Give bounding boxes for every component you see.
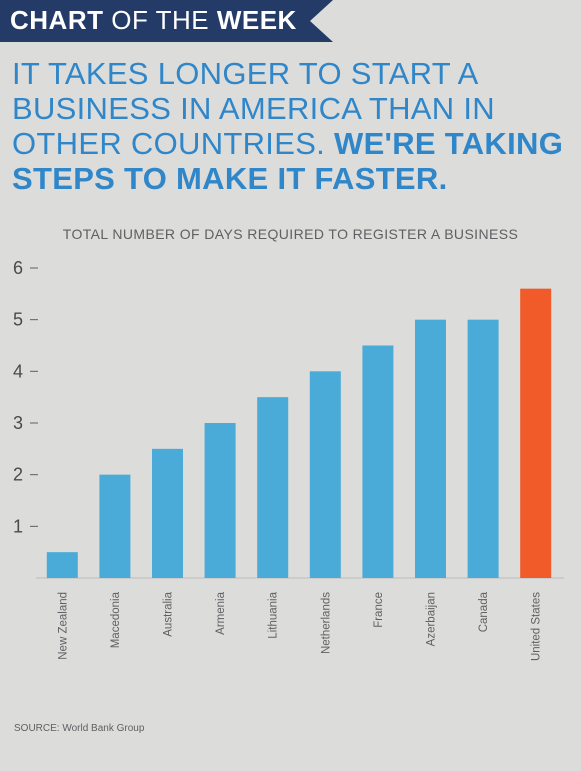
y-tick-label: 6 bbox=[13, 258, 23, 278]
x-category-label: Azerbaijan bbox=[426, 592, 438, 646]
bar-lithuania bbox=[257, 397, 289, 578]
y-tick-label: 1 bbox=[13, 516, 23, 536]
x-category-label: Armenia bbox=[215, 591, 227, 634]
banner-word-week: WEEK bbox=[216, 5, 297, 35]
x-category-label: Macedonia bbox=[110, 591, 122, 648]
headline-bold: WE'RE TAKING STEPS TO MAKE IT FASTER. bbox=[12, 126, 564, 196]
bar-canada bbox=[467, 319, 499, 578]
banner-ribbon bbox=[0, 0, 333, 42]
x-category-label: Netherlands bbox=[320, 592, 332, 654]
bar-australia bbox=[152, 448, 183, 578]
chart-title: TOTAL NUMBER OF DAYS REQUIRED TO REGISTE… bbox=[62, 226, 519, 242]
banner-word-of-the: OF THE bbox=[103, 5, 217, 35]
banner-title: CHART OF THE WEEK bbox=[10, 5, 297, 36]
bar-macedonia bbox=[99, 474, 131, 578]
x-category-label: Lithuania bbox=[268, 591, 280, 638]
y-tick-label: 2 bbox=[13, 465, 23, 485]
source-note: SOURCE: World Bank Group bbox=[14, 723, 145, 734]
x-category-label: Canada bbox=[478, 591, 490, 632]
x-category-label: Australia bbox=[163, 591, 175, 636]
headline: IT TAKES LONGER TO START A BUSINESS IN A… bbox=[12, 56, 572, 196]
headline-regular: IT TAKES LONGER TO START A BUSINESS IN A… bbox=[12, 56, 495, 161]
bar-armenia bbox=[204, 423, 236, 578]
bar-france bbox=[362, 345, 394, 578]
banner-word-chart: CHART bbox=[10, 5, 104, 35]
y-tick-label: 3 bbox=[13, 413, 23, 433]
x-category-label: United States bbox=[531, 592, 543, 661]
y-tick-label: 4 bbox=[13, 361, 23, 381]
bar-azerbaijan bbox=[415, 319, 446, 578]
chart-of-the-week-banner: CHART OF THE WEEK bbox=[0, 0, 333, 42]
x-category-label: France bbox=[373, 592, 385, 628]
bar-new-zealand bbox=[46, 552, 78, 578]
x-category-label: New Zealand bbox=[57, 592, 69, 660]
y-tick-label: 5 bbox=[13, 310, 23, 330]
bar-chart: 1 2 3 4 5 6 New Zealand Macedonia Australia Armen… bbox=[13, 258, 564, 661]
bar-netherlands bbox=[309, 371, 341, 578]
bar-united-states bbox=[520, 288, 552, 578]
